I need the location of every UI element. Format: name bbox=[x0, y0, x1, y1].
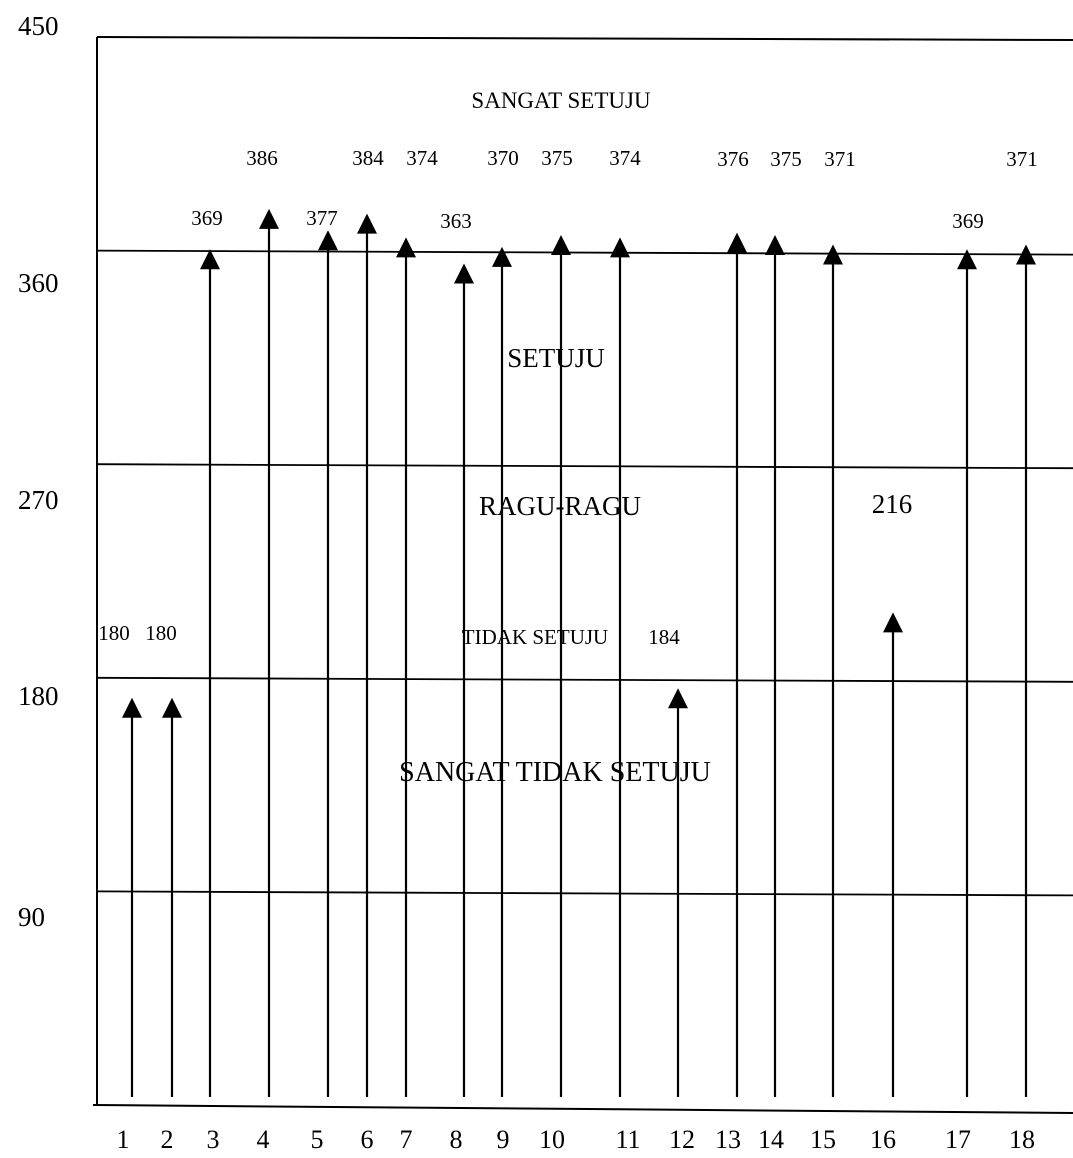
x-tick-label: 7 bbox=[400, 1125, 413, 1154]
value-label: 374 bbox=[406, 146, 438, 170]
arrow-head bbox=[122, 697, 142, 718]
y-tick-label: 90 bbox=[18, 902, 45, 932]
x-tick-label: 13 bbox=[715, 1125, 741, 1154]
zone-label: SANGAT SETUJU bbox=[471, 88, 651, 113]
zone-labels: SANGAT SETUJUSETUJURAGU-RAGUTIDAK SETUJU… bbox=[399, 88, 711, 788]
arrow-head bbox=[823, 244, 843, 265]
arrow-head bbox=[200, 249, 220, 270]
zone-label: SANGAT TIDAK SETUJU bbox=[399, 757, 711, 788]
value-label: 375 bbox=[770, 147, 802, 171]
zone-label: SETUJU bbox=[507, 343, 605, 373]
value-label: 371 bbox=[824, 147, 856, 171]
y-tick-label: 450 bbox=[18, 11, 59, 41]
arrow-head bbox=[162, 697, 182, 718]
value-label: 377 bbox=[306, 206, 338, 230]
arrow-head bbox=[1016, 244, 1036, 265]
x-tick-label: 5 bbox=[311, 1125, 324, 1154]
arrow-head bbox=[454, 263, 474, 284]
x-tick-label: 18 bbox=[1009, 1125, 1035, 1154]
value-label: 376 bbox=[717, 147, 749, 171]
x-tick-label: 17 bbox=[945, 1125, 971, 1154]
x-tick-label: 16 bbox=[870, 1125, 896, 1154]
value-label: 180 bbox=[145, 621, 177, 645]
value-label: 184 bbox=[648, 625, 680, 649]
arrow-head bbox=[957, 249, 977, 270]
top-border bbox=[96, 36, 1073, 41]
x-tick-label: 1 bbox=[117, 1125, 130, 1154]
y-tick-label: 180 bbox=[18, 681, 59, 711]
value-label: 369 bbox=[952, 209, 984, 233]
x-tick-label: 8 bbox=[450, 1125, 463, 1154]
x-tick-labels: 1 2 3 4 5 6 7 8 9 10 11 12 13 14 15 16 17 18 bbox=[117, 1125, 1036, 1154]
chart-arrows bbox=[122, 208, 1036, 1097]
x-tick-label: 6 bbox=[361, 1125, 374, 1154]
arrow-head bbox=[668, 688, 688, 709]
value-label: 216 bbox=[872, 489, 913, 519]
y-tick-label: 360 bbox=[18, 268, 59, 298]
x-tick-label: 2 bbox=[161, 1125, 174, 1154]
value-labels: 180 180 369 386 377 384 374 363 370 375 374 184 376 3… bbox=[98, 146, 1038, 649]
value-label: 369 bbox=[191, 206, 223, 230]
arrow-head bbox=[765, 235, 785, 255]
y-tick-labels: 90 180 270 360 450 bbox=[18, 11, 59, 932]
value-label: 370 bbox=[487, 146, 519, 170]
arrow-head bbox=[727, 232, 747, 253]
x-tick-label: 9 bbox=[497, 1125, 510, 1154]
y-tick-label: 270 bbox=[18, 485, 59, 515]
gridline bbox=[96, 676, 1073, 683]
x-tick-label: 11 bbox=[615, 1125, 640, 1154]
gridline bbox=[96, 463, 1073, 470]
arrow-head bbox=[396, 237, 416, 258]
x-tick-label: 4 bbox=[257, 1125, 270, 1154]
value-label: 371 bbox=[1006, 147, 1038, 171]
gridline bbox=[96, 249, 1073, 256]
x-tick-label: 15 bbox=[810, 1125, 836, 1154]
x-tick-label: 10 bbox=[539, 1125, 565, 1154]
arrow-head bbox=[357, 213, 377, 234]
value-label: 180 bbox=[98, 621, 130, 645]
x-tick-label: 14 bbox=[758, 1125, 784, 1154]
value-label: 386 bbox=[246, 146, 278, 170]
arrow-head bbox=[259, 208, 279, 229]
value-label: 384 bbox=[352, 146, 384, 170]
chart-gridlines bbox=[96, 249, 1073, 897]
x-tick-label: 12 bbox=[669, 1125, 695, 1154]
zone-label: TIDAK SETUJU bbox=[462, 625, 608, 649]
value-label: 363 bbox=[440, 209, 472, 233]
arrow-head bbox=[883, 612, 903, 633]
arrow-head bbox=[610, 237, 630, 258]
arrow-head bbox=[492, 246, 512, 267]
arrow-head bbox=[551, 235, 571, 255]
gridline bbox=[96, 890, 1073, 897]
chart-axes bbox=[92, 36, 1073, 1114]
value-label: 374 bbox=[609, 146, 641, 170]
arrow-head bbox=[318, 230, 338, 251]
value-label: 375 bbox=[541, 146, 573, 170]
x-tick-label: 3 bbox=[207, 1125, 220, 1154]
x-axis-line bbox=[92, 1104, 1073, 1114]
